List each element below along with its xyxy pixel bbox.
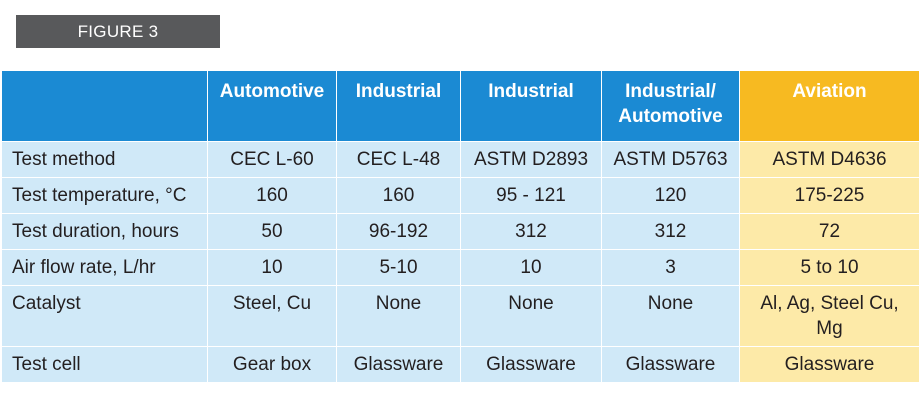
header-industrial-1: Industrial xyxy=(337,71,461,142)
table-cell: 96-192 xyxy=(337,214,461,250)
header-corner-cell xyxy=(2,71,208,142)
row-label: Test method xyxy=(2,142,208,178)
row-label: Air flow rate, L/hr xyxy=(2,250,208,286)
header-row: Automotive Industrial Industrial Industr… xyxy=(2,71,919,142)
row-label: Test cell xyxy=(2,347,208,382)
table-cell: 312 xyxy=(602,214,740,250)
table-cell: CEC L-48 xyxy=(337,142,461,178)
table-cell: ASTM D5763 xyxy=(602,142,740,178)
header-industrial-automotive: Industrial/ Automotive xyxy=(602,71,740,142)
header-automotive: Automotive xyxy=(208,71,337,142)
table-cell: 95 - 121 xyxy=(461,178,602,214)
table-cell: 3 xyxy=(602,250,740,286)
table-cell: Glassware xyxy=(461,347,602,382)
table-cell: ASTM D2893 xyxy=(461,142,602,178)
table-cell: 5-10 xyxy=(337,250,461,286)
table-cell: 120 xyxy=(602,178,740,214)
table-cell: 160 xyxy=(208,178,337,214)
table-cell: 312 xyxy=(461,214,602,250)
table-cell: 160 xyxy=(337,178,461,214)
table-cell: None xyxy=(602,286,740,347)
table-cell-aviation: 72 xyxy=(740,214,919,250)
figure-label: FIGURE 3 xyxy=(16,15,220,48)
header-industrial-2: Industrial xyxy=(461,71,602,142)
table-cell-aviation: ASTM D4636 xyxy=(740,142,919,178)
row-label: Test duration, hours xyxy=(2,214,208,250)
table-row: Test duration, hours 50 96-192 312 312 7… xyxy=(2,214,919,250)
comparison-table: Automotive Industrial Industrial Industr… xyxy=(2,71,919,382)
table-row: Catalyst Steel, Cu None None None Al, Ag… xyxy=(2,286,919,347)
table-cell: None xyxy=(461,286,602,347)
row-label: Catalyst xyxy=(2,286,208,347)
table-cell: 50 xyxy=(208,214,337,250)
table-row: Test cell Gear box Glassware Glassware G… xyxy=(2,347,919,382)
table-cell-aviation: 175-225 xyxy=(740,178,919,214)
row-label: Test temperature, °C xyxy=(2,178,208,214)
table-cell-aviation: Glassware xyxy=(740,347,919,382)
table-cell-aviation: 5 to 10 xyxy=(740,250,919,286)
table-row: Test method CEC L-60 CEC L-48 ASTM D2893… xyxy=(2,142,919,178)
table-cell: 10 xyxy=(208,250,337,286)
table-cell: CEC L-60 xyxy=(208,142,337,178)
table-cell: Glassware xyxy=(337,347,461,382)
table-cell: None xyxy=(337,286,461,347)
header-aviation: Aviation xyxy=(740,71,919,142)
table-cell: 10 xyxy=(461,250,602,286)
table-cell: Gear box xyxy=(208,347,337,382)
table-cell: Glassware xyxy=(602,347,740,382)
table-row: Test temperature, °C 160 160 95 - 121 12… xyxy=(2,178,919,214)
table-row: Air flow rate, L/hr 10 5-10 10 3 5 to 10 xyxy=(2,250,919,286)
table-cell-aviation: Al, Ag, Steel Cu, Mg xyxy=(740,286,919,347)
table-cell: Steel, Cu xyxy=(208,286,337,347)
